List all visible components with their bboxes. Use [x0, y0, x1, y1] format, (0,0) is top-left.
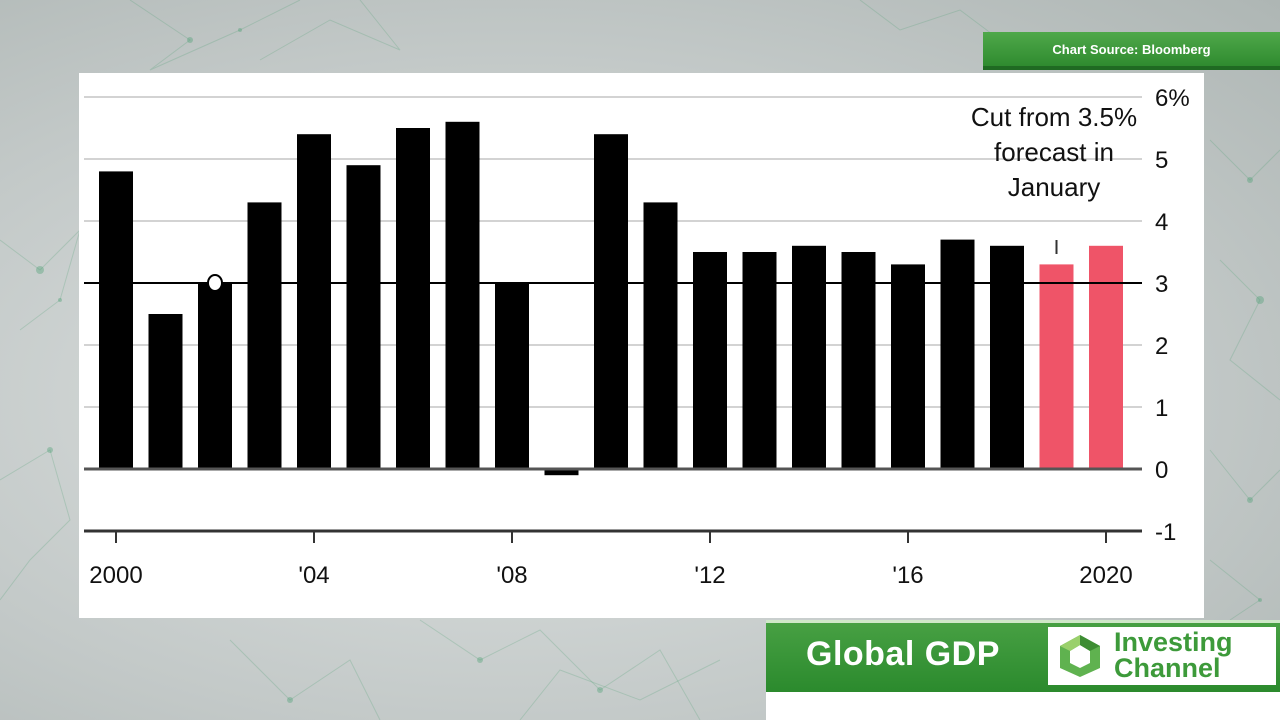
x-tick-label: '12	[694, 562, 725, 589]
logo-cube-icon	[1060, 635, 1100, 677]
bar	[742, 252, 777, 469]
y-tick-label: 4	[1155, 209, 1168, 236]
y-tick-label: 6%	[1155, 85, 1190, 112]
bar	[693, 252, 727, 469]
x-tick-label: '04	[298, 562, 329, 589]
y-tick-label: 1	[1155, 395, 1168, 422]
y-tick-label: 5	[1155, 147, 1168, 174]
bar	[940, 239, 975, 469]
logo-text-investing: Investing	[1114, 627, 1233, 657]
bar	[346, 165, 381, 469]
bar	[594, 134, 628, 469]
forecast-bar	[1089, 245, 1123, 469]
investing-channel-logo: Investing Channel	[1048, 627, 1276, 685]
x-tick-label: 2000	[89, 562, 142, 589]
gdp-bar-chart: 6% 5 4 3 2 1 0 -1 2000 '04 '08 '12 '16 2020 Cut from 3…	[84, 85, 1190, 589]
bottom-strip	[766, 692, 1280, 720]
x-tick-label: '16	[892, 562, 923, 589]
bar	[396, 128, 430, 469]
y-tick-label: 0	[1155, 457, 1168, 484]
chart-panel: 6% 5 4 3 2 1 0 -1 2000 '04 '08 '12 '16 2020 Cut from 3…	[79, 73, 1204, 618]
forecast-bar	[1039, 264, 1074, 469]
bar	[247, 202, 282, 469]
bar	[148, 314, 183, 469]
bar	[643, 202, 678, 469]
bar	[297, 134, 331, 469]
bar	[198, 283, 232, 469]
bar	[891, 264, 925, 469]
bar	[990, 245, 1024, 469]
bar	[495, 283, 529, 469]
logo-text-channel: Channel	[1114, 653, 1221, 683]
annotation-text: forecast in	[994, 137, 1114, 167]
chart-source-badge: Chart Source: Bloomberg	[983, 32, 1280, 70]
x-tick-label: 2020	[1079, 562, 1132, 589]
y-tick-label: -1	[1155, 519, 1176, 546]
marker-circle	[207, 274, 223, 292]
bar	[544, 469, 579, 476]
bar	[841, 252, 876, 469]
bar	[99, 171, 133, 469]
title-bar: Global GDP Investing Channel	[766, 620, 1280, 692]
x-tick-label: '08	[496, 562, 527, 589]
y-tick-label: 2	[1155, 333, 1168, 360]
bar	[792, 245, 826, 469]
chart-title: Global GDP	[806, 635, 1000, 673]
annotation-text: Cut from 3.5%	[971, 102, 1137, 132]
annotation-text: January	[1008, 172, 1101, 202]
bar	[445, 121, 480, 470]
y-tick-label: 3	[1155, 271, 1168, 298]
